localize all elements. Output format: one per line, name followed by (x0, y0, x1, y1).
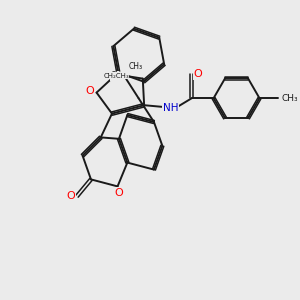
Text: O: O (194, 69, 202, 80)
Text: O: O (66, 191, 75, 201)
Text: CH₂CH₃: CH₂CH₃ (103, 73, 129, 79)
Text: O: O (85, 86, 94, 96)
Text: CH₃: CH₃ (281, 94, 298, 103)
Text: CH₃: CH₃ (129, 62, 143, 71)
Text: NH: NH (163, 103, 178, 113)
Text: O: O (115, 188, 123, 198)
Text: CH₂: CH₂ (110, 71, 124, 80)
